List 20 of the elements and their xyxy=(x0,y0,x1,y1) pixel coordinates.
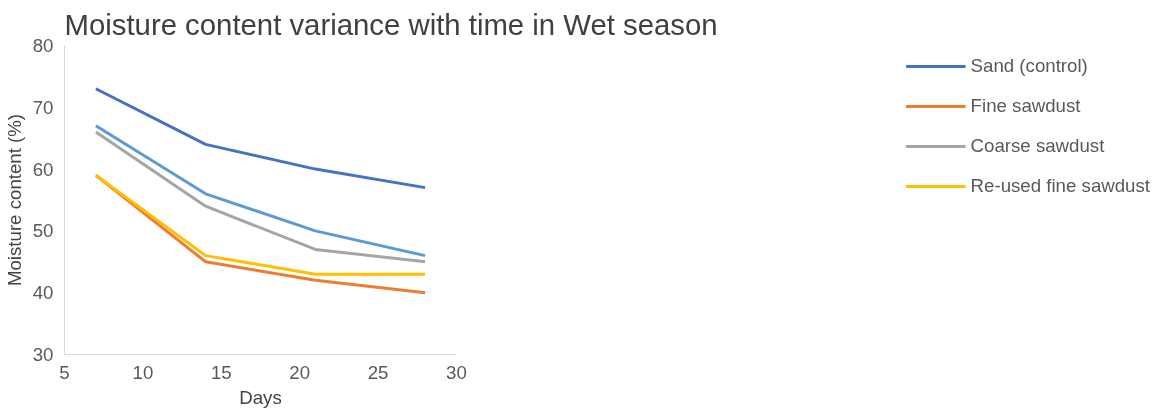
x-tick-label: 20 xyxy=(289,361,311,383)
legend-label: Coarse sawdust xyxy=(970,135,1105,157)
x-axis-title: Days xyxy=(239,386,282,408)
legend-label: Re-used fine sawdust xyxy=(970,175,1150,197)
y-axis-title: Moisture content (%) xyxy=(3,113,25,287)
y-tick-label: 30 xyxy=(32,344,54,365)
x-tick-label: 5 xyxy=(59,361,70,383)
y-tick-label: 70 xyxy=(32,96,54,118)
x-tick-label: 15 xyxy=(210,361,232,383)
legend-label: Fine sawdust xyxy=(970,95,1081,117)
x-tick-label: 25 xyxy=(367,361,389,383)
y-tick-label: 40 xyxy=(32,282,54,304)
chart-title: Moisture content variance with time in Wet season xyxy=(64,7,718,41)
line-series xyxy=(94,87,427,190)
x-tick-label: 10 xyxy=(132,361,154,383)
legend-label: Sand (control) xyxy=(970,55,1088,77)
y-tick-label: 60 xyxy=(32,158,54,180)
y-tick-label: 50 xyxy=(32,220,54,242)
y-tick-label: 80 xyxy=(32,35,54,56)
x-tick-label: 30 xyxy=(446,361,467,383)
